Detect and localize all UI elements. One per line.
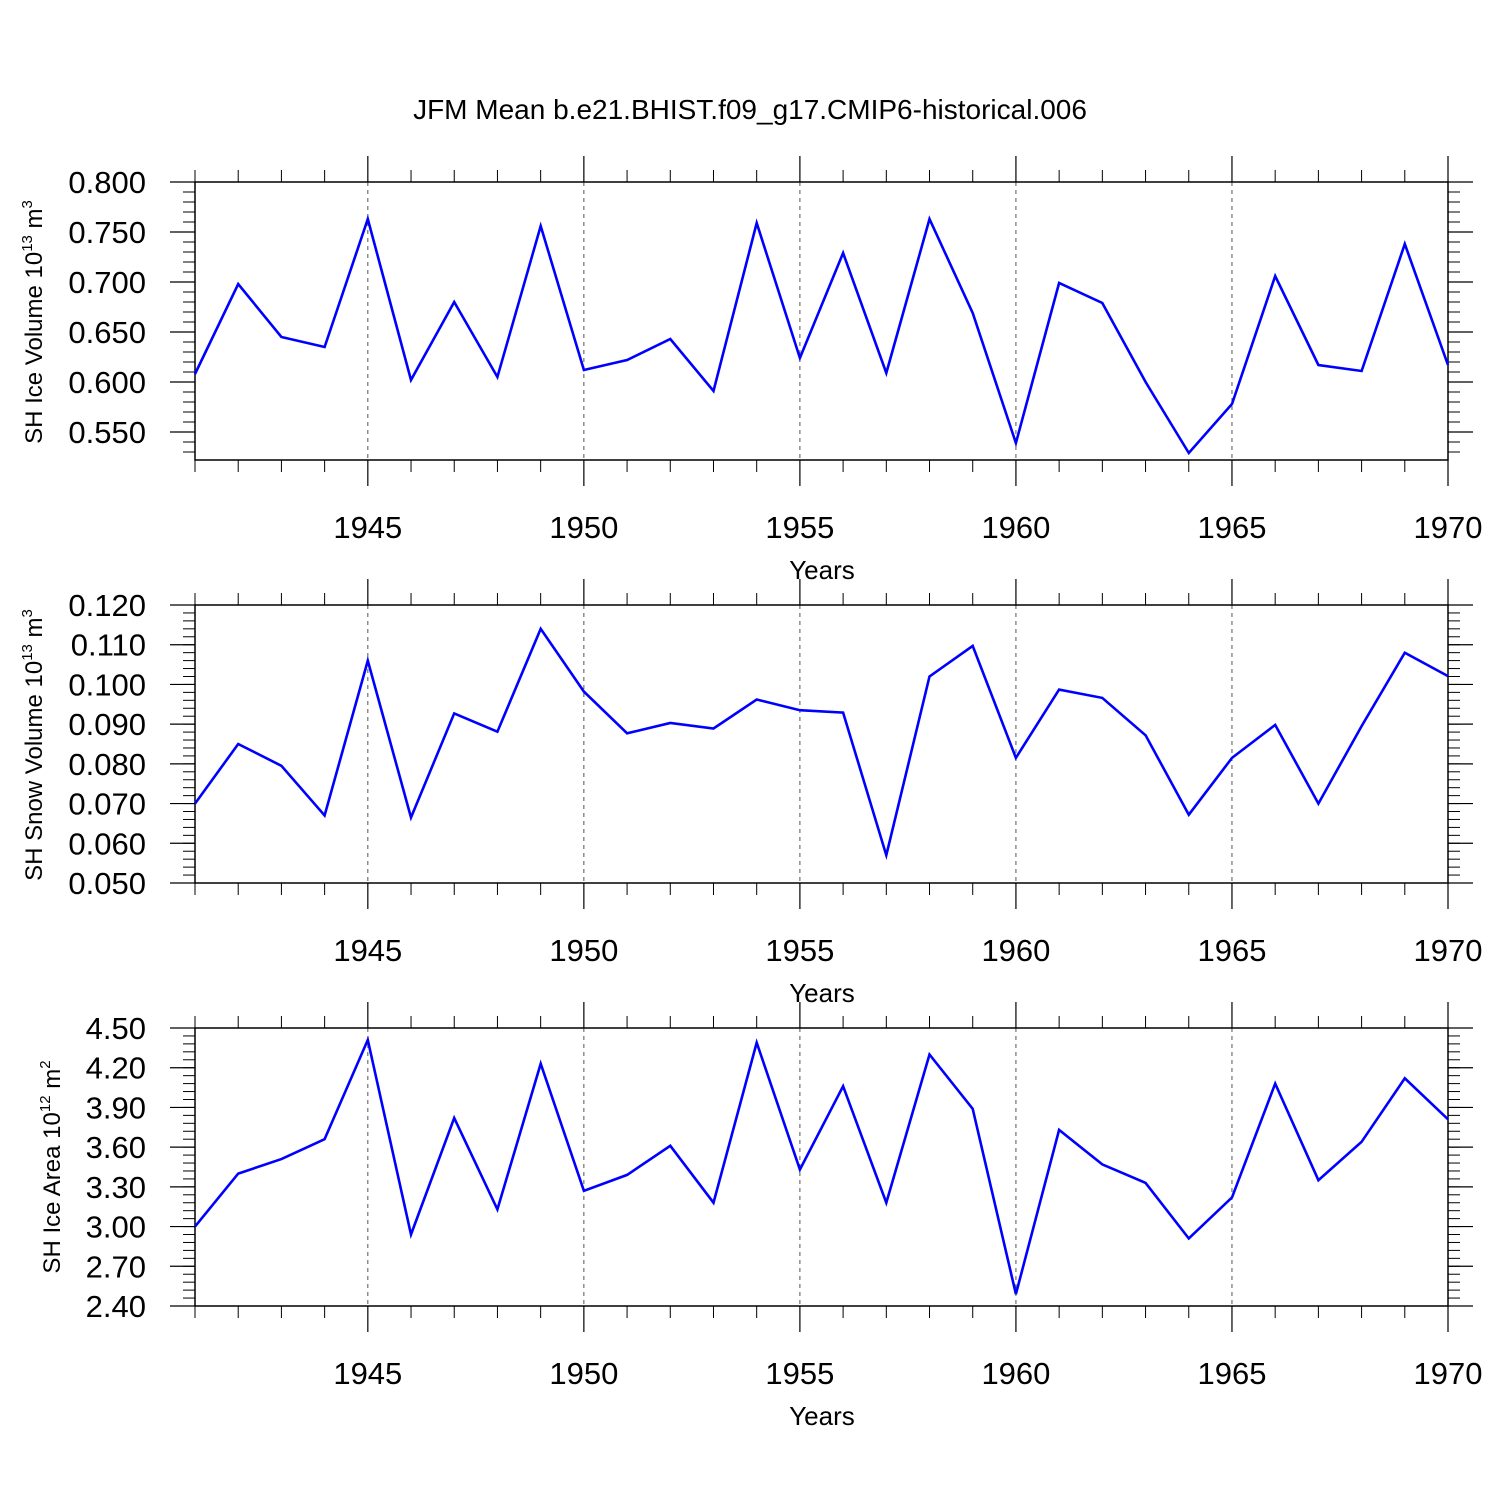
x-tick-label: 1960 <box>981 510 1050 545</box>
y-tick-label: 4.50 <box>86 1011 146 1046</box>
panel-snow-volume-ylabel: SH Snow Volume 1013 m3 <box>19 609 48 881</box>
y-tick-label: 0.650 <box>68 315 146 350</box>
x-tick-label: 1945 <box>333 933 402 968</box>
x-tick-label: 1955 <box>765 510 834 545</box>
y-tick-label: 0.050 <box>68 866 146 901</box>
panel-ice-volume-xlabel: Years <box>789 555 855 585</box>
x-tick-label: 1945 <box>333 510 402 545</box>
x-tick-label: 1955 <box>765 933 834 968</box>
x-tick-label: 1970 <box>1414 1356 1483 1391</box>
x-tick-label: 1970 <box>1414 933 1483 968</box>
x-tick-label: 1970 <box>1414 510 1483 545</box>
x-tick-label: 1960 <box>981 933 1050 968</box>
y-tick-label: 0.090 <box>68 707 146 742</box>
panel-ice-area: SH Ice Area 1012 m2 Years 2.40 2.70 3.00 3.… <box>37 1002 1482 1431</box>
plot-frame <box>194 181 1449 461</box>
x-tick-label: 1955 <box>765 1356 834 1391</box>
y-tick-label: 3.00 <box>86 1210 146 1245</box>
plot-frame <box>194 1027 1449 1307</box>
x-tick-label: 1950 <box>549 1356 618 1391</box>
y-tick-label: 0.060 <box>68 826 146 861</box>
y-tick-label: 0.100 <box>68 667 146 702</box>
y-tick-label: 0.110 <box>71 628 146 663</box>
series-line <box>193 1035 1449 1295</box>
y-tick-label: 0.600 <box>68 365 146 400</box>
y-tick-label: 0.800 <box>68 165 146 200</box>
x-tick-label: 1965 <box>1197 510 1266 545</box>
panel-ice-volume: SH Ice Volume 1013 m3 Years 0.550 0.600 0.… <box>19 156 1482 585</box>
y-tick-label: 0.070 <box>68 787 146 822</box>
y-tick-label: 3.60 <box>86 1130 146 1165</box>
x-tick-label: 1965 <box>1197 933 1266 968</box>
y-tick-label: 3.30 <box>86 1170 146 1205</box>
x-tick-label: 1945 <box>333 1356 402 1391</box>
plot-frame <box>194 604 1449 884</box>
y-tick-label: 2.70 <box>86 1249 146 1284</box>
panel-snow-volume: SH Snow Volume 1013 m3 Years 0.050 0.060 0… <box>19 579 1482 1008</box>
series-line <box>193 626 1449 861</box>
panel-ice-volume-ylabel: SH Ice Volume 1013 m3 <box>19 200 48 444</box>
y-tick-label: 0.700 <box>68 265 146 300</box>
y-tick-label: 0.120 <box>68 588 146 623</box>
x-tick-label: 1960 <box>981 1356 1050 1391</box>
series-line <box>193 214 1450 456</box>
x-tick-label: 1950 <box>549 933 618 968</box>
y-tick-label: 4.20 <box>86 1051 146 1086</box>
y-tick-label: 2.40 <box>86 1289 146 1324</box>
y-tick-label: 0.550 <box>68 415 146 450</box>
panel-ice-area-xlabel: Years <box>789 1401 855 1431</box>
x-tick-label: 1950 <box>549 510 618 545</box>
panel-ice-area-ylabel: SH Ice Area 1012 m2 <box>37 1060 66 1273</box>
y-tick-label: 0.750 <box>68 215 146 250</box>
x-tick-label: 1965 <box>1197 1356 1266 1391</box>
figure-title: JFM Mean b.e21.BHIST.f09_g17.CMIP6-histo… <box>413 94 1087 125</box>
y-tick-label: 3.90 <box>86 1090 146 1125</box>
y-tick-label: 0.080 <box>68 747 146 782</box>
panel-snow-volume-xlabel: Years <box>789 978 855 1008</box>
